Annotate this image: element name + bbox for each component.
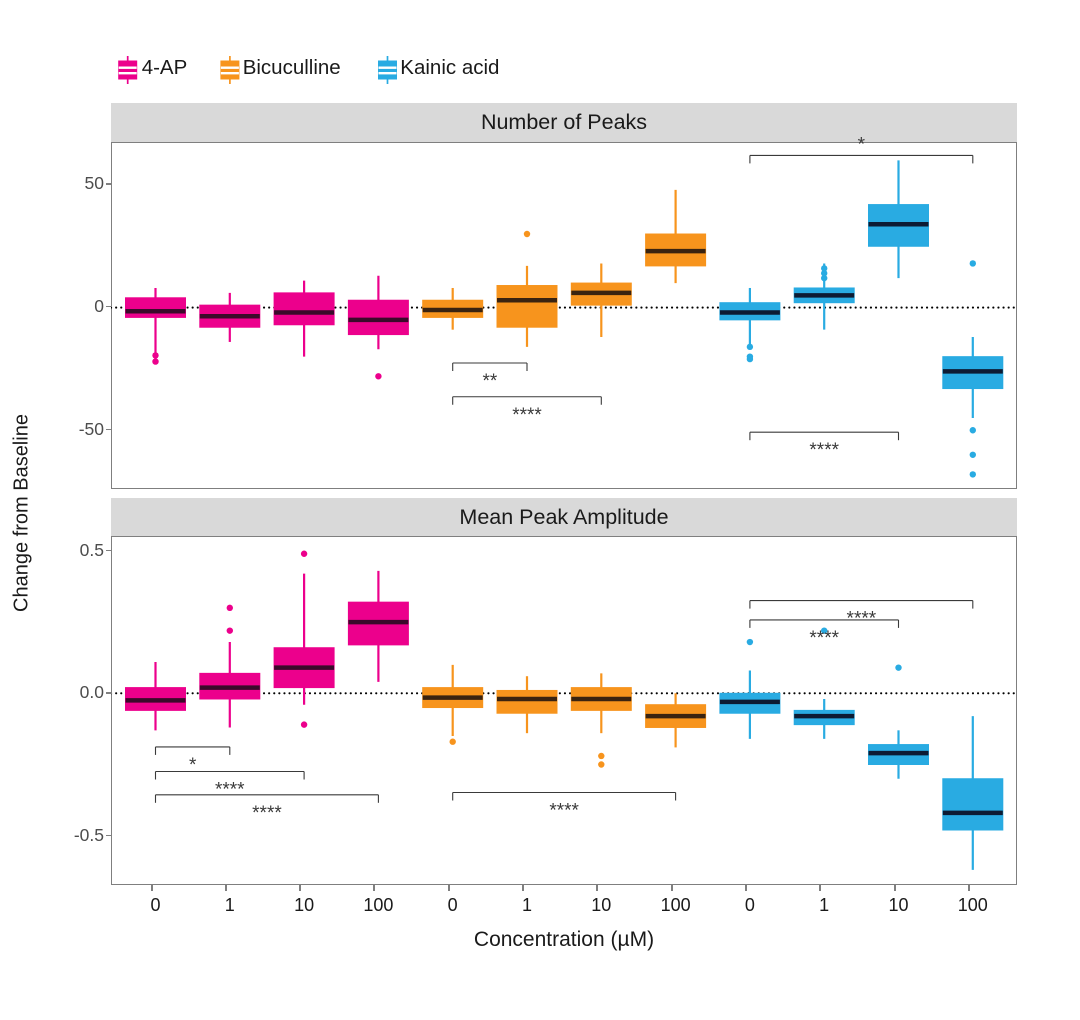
- svg-text:*: *: [858, 134, 866, 155]
